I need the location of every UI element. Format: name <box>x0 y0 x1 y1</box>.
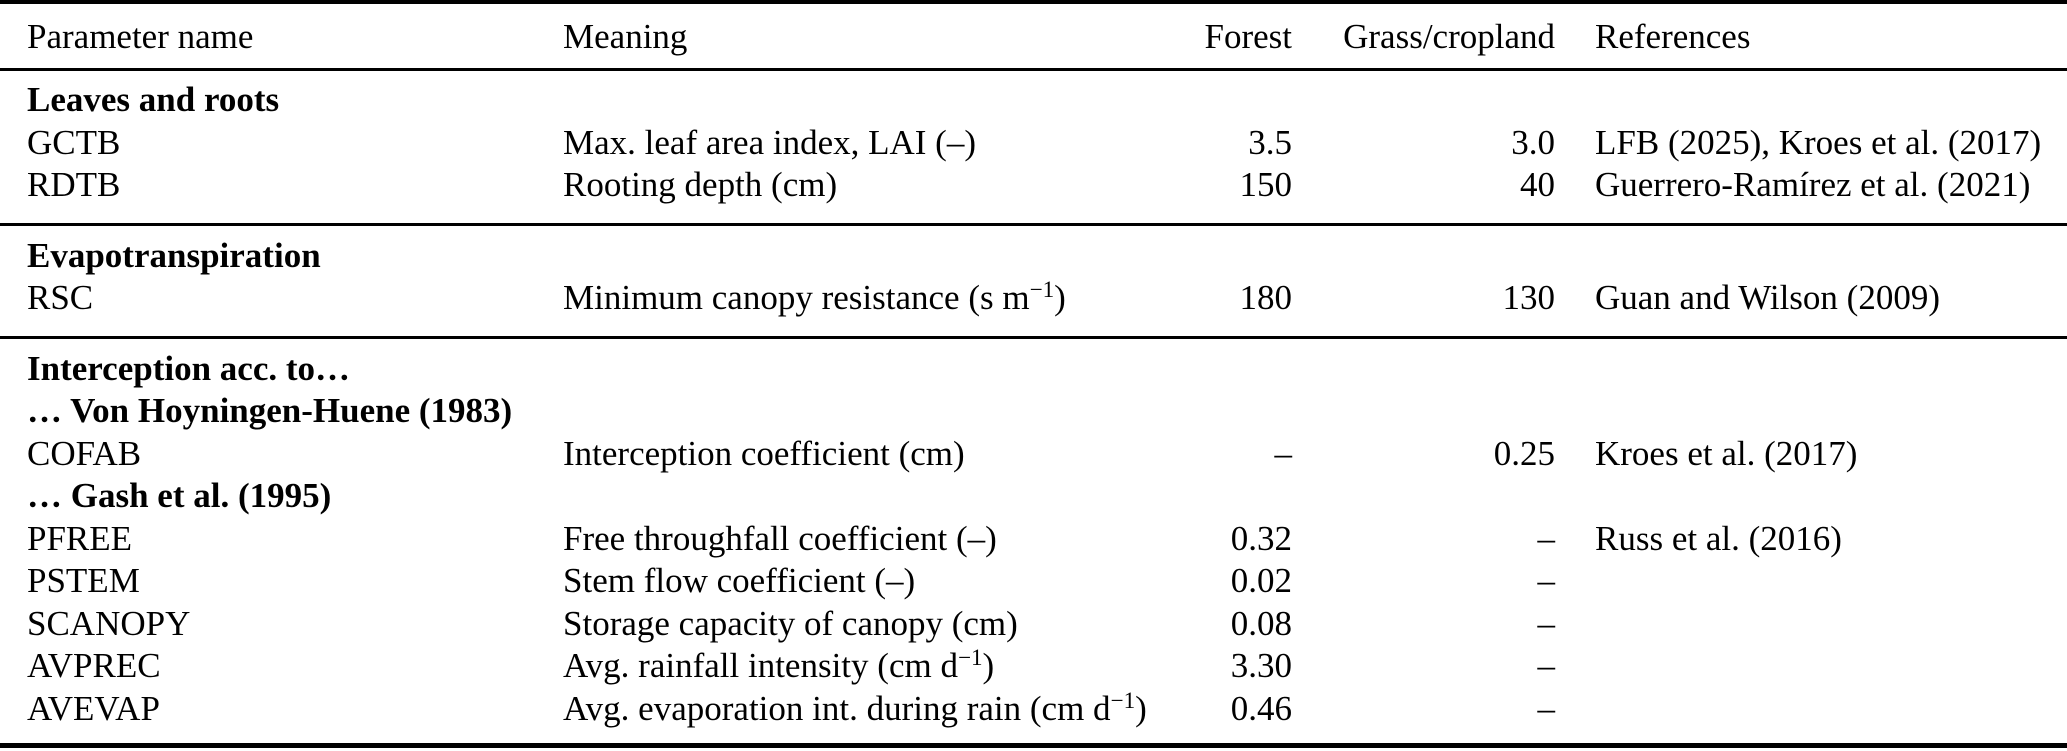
table-top-rule <box>0 0 2067 4</box>
cell-forest: 0.46 <box>1230 688 1292 728</box>
table-row: RSC Minimum canopy resistance (s m−1) 180 1… <box>0 277 2067 320</box>
cell-parameter: SCANOPY <box>27 603 191 643</box>
cell-parameter: PSTEM <box>27 561 140 600</box>
cell-parameter: RSC <box>27 278 94 317</box>
cell-forest: 0.08 <box>1230 603 1292 643</box>
cell-parameter: AVEVAP <box>27 688 160 728</box>
cell-meaning: Storage capacity of canopy (cm) <box>563 603 1018 643</box>
cell-meaning: Interception coefficient (cm) <box>563 433 965 473</box>
cell-meaning: Rooting depth (cm) <box>563 165 838 204</box>
cell-references: Guan and Wilson (2009) <box>1595 278 1940 317</box>
cell-forest: 180 <box>1239 278 1293 317</box>
section-header-row: Leaves and roots <box>0 79 2067 122</box>
section-header-row: Interception acc. to… <box>0 348 2067 391</box>
cell-grass-cropland: – <box>1537 688 1556 728</box>
cell-forest: 150 <box>1239 165 1293 204</box>
section-label: … Gash et al. (1995) <box>27 476 332 515</box>
table-row: PFREE Free throughfall coefficient (–) 0.3… <box>0 518 2067 561</box>
table-row: GCTB Max. leaf area index, LAI (–) 3.5 3.0 L… <box>0 122 2067 165</box>
section-divider-rule <box>0 222 2067 226</box>
cell-grass-cropland: 40 <box>1520 165 1555 204</box>
table-row: AVPREC Avg. rainfall intensity (cm d−1) 3.… <box>0 645 2067 688</box>
table-bottom-rule <box>0 743 2067 748</box>
column-header-references: References <box>1595 17 1751 57</box>
table-header-row: Parameter name Meaning Forest Grass/crop… <box>0 4 2067 68</box>
table-row: COFAB Interception coefficient (cm) – 0.25 K… <box>0 433 2067 476</box>
cell-grass-cropland: – <box>1537 561 1556 600</box>
cell-meaning: Max. leaf area index, LAI (–) <box>563 122 976 162</box>
cell-meaning: Minimum canopy resistance (s m−1) <box>563 276 1066 317</box>
cell-forest: 0.02 <box>1230 561 1292 600</box>
cell-parameter: RDTB <box>27 165 121 204</box>
cell-grass-cropland: 130 <box>1502 278 1556 317</box>
cell-meaning: Free throughfall coefficient (–) <box>563 518 997 558</box>
cell-references: Russ et al. (2016) <box>1595 518 1842 558</box>
header-divider-rule <box>0 68 2067 71</box>
cell-parameter: AVPREC <box>27 646 161 685</box>
column-header-grass-cropland: Grass/cropland <box>1343 17 1555 57</box>
table-row: AVEVAP Avg. evaporation int. during rain … <box>0 688 2067 731</box>
cell-forest: 3.30 <box>1230 646 1292 685</box>
section-label: … Von Hoyningen-Huene (1983) <box>27 391 513 430</box>
cell-grass-cropland: – <box>1537 518 1556 558</box>
table-row: PSTEM Stem flow coefficient (–) 0.02 – <box>0 560 2067 603</box>
cell-grass-cropland: – <box>1537 646 1556 685</box>
section-label: Interception acc. to… <box>27 348 351 388</box>
column-header-parameter: Parameter name <box>27 17 254 57</box>
cell-grass-cropland: 0.25 <box>1493 433 1555 473</box>
section-divider-rule <box>0 335 2067 339</box>
column-header-meaning: Meaning <box>563 17 688 57</box>
cell-parameter: GCTB <box>27 122 121 162</box>
cell-parameter: COFAB <box>27 433 142 473</box>
cell-grass-cropland: – <box>1537 603 1556 643</box>
cell-meaning: Stem flow coefficient (–) <box>563 561 916 600</box>
table-row: SCANOPY Storage capacity of canopy (cm) 0.… <box>0 603 2067 646</box>
section-header-row: … Gash et al. (1995) <box>0 475 2067 518</box>
table-body: Leaves and roots GCTB Max. leaf area index… <box>0 71 2067 730</box>
section-label: Evapotranspiration <box>27 235 321 275</box>
cell-references: LFB (2025), Kroes et al. (2017) <box>1595 122 2042 162</box>
cell-meaning: Avg. rainfall intensity (cm d−1) <box>563 644 995 685</box>
cell-parameter: PFREE <box>27 518 133 558</box>
cell-grass-cropland: 3.0 <box>1511 122 1555 162</box>
cell-meaning: Avg. evaporation int. during rain (cm d−… <box>563 686 1147 728</box>
cell-forest: 0.32 <box>1230 518 1292 558</box>
cell-forest: 3.5 <box>1248 122 1292 162</box>
cell-references: Guerrero-Ramírez et al. (2021) <box>1595 165 2031 204</box>
cell-references: Kroes et al. (2017) <box>1595 433 1858 473</box>
table-row: RDTB Rooting depth (cm) 150 40 Guerrero-Ramí… <box>0 164 2067 207</box>
section-header-row: Evapotranspiration <box>0 235 2067 278</box>
section-header-row: … Von Hoyningen-Huene (1983) <box>0 390 2067 433</box>
column-header-forest: Forest <box>1204 17 1293 57</box>
cell-forest: – <box>1274 433 1293 473</box>
section-label: Leaves and roots <box>27 80 280 119</box>
